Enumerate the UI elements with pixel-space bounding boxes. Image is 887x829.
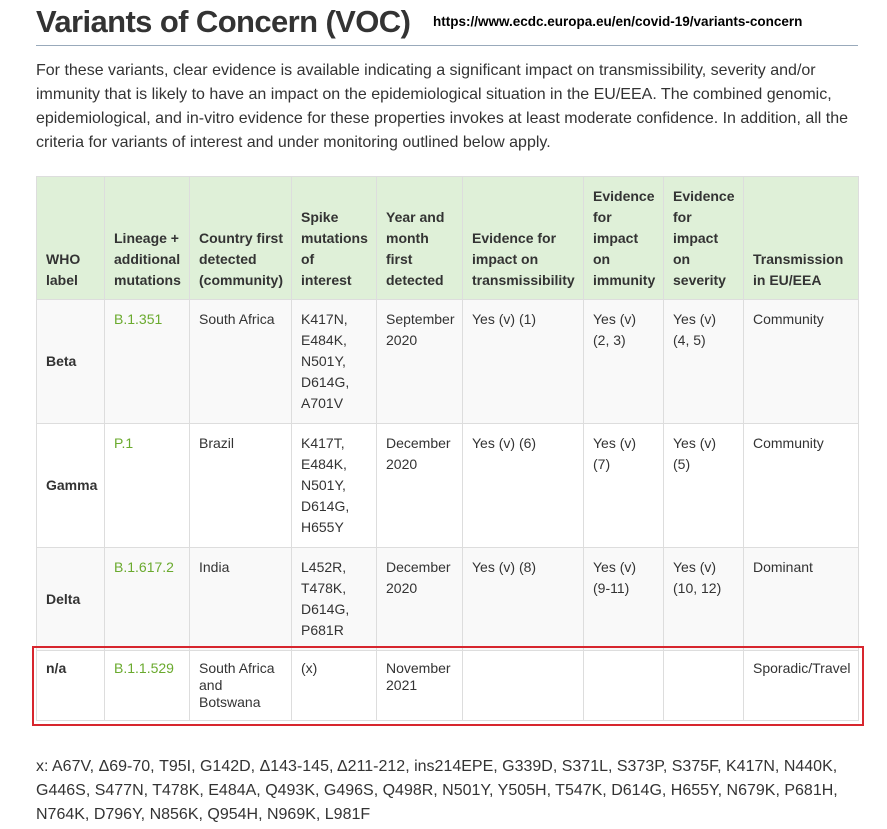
table-cell: November 2021 bbox=[376, 650, 463, 721]
column-header: WHO label bbox=[36, 176, 105, 300]
header-row: WHO label Lineage + additional mutations C… bbox=[36, 176, 859, 300]
table-cell: B.1.617.2 bbox=[104, 547, 190, 651]
table-cell: B.1.351 bbox=[104, 299, 190, 424]
title: Variants of Concern (VOC) bbox=[36, 4, 411, 39]
who-label: Beta bbox=[36, 299, 105, 424]
table-cell: Yes (v) (4, 5) bbox=[663, 299, 744, 424]
table-cell: Brazil bbox=[189, 423, 292, 548]
table-cell: South Africa and Botswana bbox=[189, 650, 292, 721]
column-header: Country first detected (community) bbox=[189, 176, 292, 300]
table-cell: Sporadic/Travel bbox=[743, 650, 859, 721]
table-row: Beta B.1.351 South Africa K417N, E484K, N50… bbox=[36, 299, 859, 424]
table-cell: Yes (v) (5) bbox=[663, 423, 744, 548]
table-cell: (x) bbox=[291, 650, 377, 721]
table-cell: Yes (v) (6) bbox=[462, 423, 584, 548]
column-header: Year and month first detected bbox=[376, 176, 463, 300]
who-label: Delta bbox=[36, 547, 105, 651]
intro: For these variants, clear evidence is av… bbox=[36, 62, 849, 151]
table-cell: South Africa bbox=[189, 299, 292, 424]
table-cell: Dominant bbox=[743, 547, 859, 651]
column-header: Spike mutations of interest bbox=[291, 176, 377, 300]
table-cell: Yes (v) (10, 12) bbox=[663, 547, 744, 651]
source-url: https://www.ecdc.europa.eu/en/covid-19/v… bbox=[433, 14, 803, 29]
table-cell: Community bbox=[743, 299, 859, 424]
who-label: n/a bbox=[36, 650, 105, 721]
column-header: Evidence for impact on immunity bbox=[583, 176, 664, 300]
table-cell: B.1.1.529 bbox=[104, 650, 190, 721]
table-row: Gamma P.1 Brazil K417T, E484K, N501Y, D614G… bbox=[36, 423, 859, 548]
divider bbox=[36, 45, 858, 46]
table-row: n/a B.1.1.529 South Africa and Botswana (x)… bbox=[31, 645, 864, 726]
table-cell: December 2020 bbox=[376, 423, 463, 548]
table-cell: Yes (v) (7) bbox=[583, 423, 664, 548]
column-header: Lineage + additional mutations bbox=[104, 176, 190, 300]
table-cell: Yes (v) (2, 3) bbox=[583, 299, 664, 424]
table-cell: Yes (v) (1) bbox=[462, 299, 584, 424]
table-cell bbox=[583, 650, 664, 721]
column-header: Evidence for impact on transmissibility bbox=[462, 176, 584, 300]
table-row: Delta B.1.617.2 India L452R, T478K, D614G, … bbox=[36, 547, 859, 651]
table-body: Beta B.1.351 South Africa K417N, E484K, N50… bbox=[31, 299, 864, 726]
table-cell: P.1 bbox=[104, 423, 190, 548]
table-cell: December 2020 bbox=[376, 547, 463, 651]
table-cell: K417T, E484K, N501Y, D614G, H655Y bbox=[291, 423, 377, 548]
table-cell: Yes (v) (8) bbox=[462, 547, 584, 651]
table-cell: India bbox=[189, 547, 292, 651]
table-cell: September 2020 bbox=[376, 299, 463, 424]
who-label: Gamma bbox=[36, 423, 105, 548]
variants-table: WHO label Lineage + additional mutations C… bbox=[31, 176, 864, 726]
column-header: Evidence for impact on severity bbox=[663, 176, 744, 300]
table-cell: L452R, T478K, D614G, P681R bbox=[291, 547, 377, 651]
table-cell bbox=[462, 650, 584, 721]
column-header: Transmission in EU/EEA bbox=[743, 176, 859, 300]
table-cell: Yes (v) (9-11) bbox=[583, 547, 664, 651]
table-cell: Community bbox=[743, 423, 859, 548]
table-cell bbox=[663, 650, 744, 721]
footnote: x: A67V, Δ69-70, T95I, G142D, Δ143-145, … bbox=[36, 758, 838, 823]
table-cell: K417N, E484K, N501Y, D614G, A701V bbox=[291, 299, 377, 424]
